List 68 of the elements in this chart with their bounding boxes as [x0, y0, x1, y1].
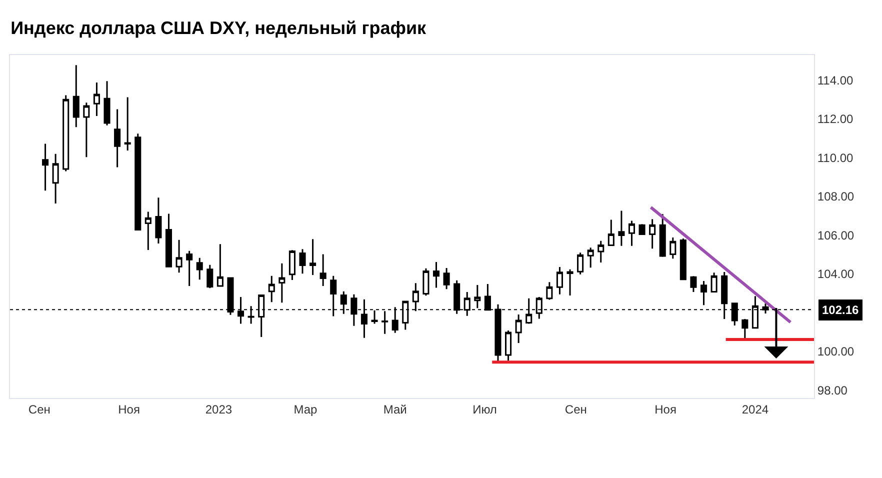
candlestick [62, 94, 70, 172]
candlestick [443, 267, 450, 290]
candlestick [505, 330, 512, 362]
candlestick [710, 272, 718, 293]
candlestick [42, 143, 49, 192]
candlestick [216, 243, 224, 287]
candlestick [742, 318, 748, 340]
x-tick-label: Ноя [118, 402, 140, 416]
candlestick [700, 280, 708, 306]
candlestick [556, 266, 563, 296]
y-tick-label: 100.00 [817, 344, 854, 359]
candlestick [649, 218, 656, 250]
candlestick [690, 275, 697, 293]
candlestick [196, 257, 203, 280]
y-tick-label: 104.00 [817, 267, 854, 282]
candlestick [299, 248, 306, 274]
candlestick [638, 223, 646, 235]
candlestick [93, 82, 100, 117]
candlestick [680, 238, 686, 280]
candlestick [628, 220, 636, 247]
candlestick [155, 196, 162, 244]
candlestick [371, 310, 378, 325]
candlestick [206, 264, 214, 289]
candlestick [134, 132, 142, 232]
candlestick [474, 284, 481, 309]
candlestick [546, 281, 553, 300]
candlestick [165, 212, 172, 268]
x-tick-label: 2023 [205, 402, 232, 416]
x-tick-label: 2024 [742, 402, 769, 416]
candlestick [144, 211, 152, 251]
x-tick-label: Май [383, 402, 407, 416]
x-tick-label: Мар [294, 402, 318, 416]
candlestick [124, 96, 131, 152]
candlestick [104, 80, 110, 126]
candlestick [608, 218, 614, 246]
y-tick-label: 106.00 [817, 228, 854, 242]
candlestick [186, 250, 193, 287]
candlestick [432, 261, 440, 288]
candlestick [577, 252, 584, 276]
candlestick [422, 268, 430, 296]
candlestick [670, 236, 676, 260]
candlestick [587, 246, 594, 268]
x-tick-label: Сен [564, 402, 587, 416]
candlestick [320, 253, 326, 287]
y-tick-label: 114.00 [817, 73, 854, 88]
candlestick [278, 262, 286, 304]
candlestick [176, 239, 182, 274]
candlestick [659, 213, 666, 258]
candlestick [566, 268, 574, 296]
y-tick-label: 112.00 [817, 112, 854, 126]
y-tick-label: 110.00 [817, 150, 854, 165]
x-tick-label: Ноя [654, 402, 676, 416]
candlestick [515, 314, 522, 344]
candlestick [618, 210, 625, 247]
candlestick [72, 64, 80, 128]
candlestick [268, 275, 275, 303]
candlestick [310, 238, 316, 276]
candlestick [598, 240, 604, 264]
candlestick [52, 153, 59, 204]
candlestick [83, 102, 90, 158]
chart-title: Индекс доллара США DXY, недельный график [10, 18, 428, 38]
ref-line-label: 102.16 [822, 303, 860, 317]
x-tick-label: Сен [28, 402, 50, 416]
candlestick [114, 108, 121, 168]
x-tick-label: Июл [472, 402, 497, 416]
y-tick-label: 98.00 [817, 383, 848, 398]
candlestick [288, 249, 296, 281]
y-tick-label: 108.00 [817, 190, 854, 204]
